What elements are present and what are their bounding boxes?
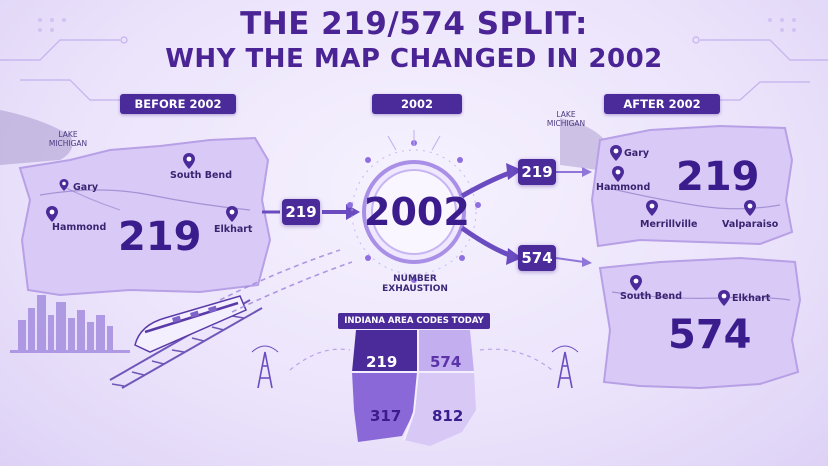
city-skyline-icon	[10, 295, 130, 353]
city-gary-after: Gary	[624, 148, 650, 159]
code-574-after: 574	[668, 312, 752, 358]
city-merrillville-after: Merrillville	[640, 219, 698, 230]
train-icon	[109, 295, 263, 389]
map-pin-icon	[744, 200, 756, 220]
map-pin-icon	[718, 290, 730, 310]
lake-michigan-right	[560, 118, 608, 170]
radio-tower-icon	[251, 345, 579, 389]
center-ring	[347, 130, 481, 283]
map-pin-icon	[612, 166, 624, 186]
map-pin-icon	[646, 200, 658, 220]
header-middle: 2002	[372, 94, 462, 114]
tag-219-input: 219	[282, 199, 320, 225]
city-south-bend-before: South Bend	[170, 170, 232, 181]
city-hammond-after: Hammond	[596, 182, 651, 193]
center-year: 2002	[364, 190, 470, 234]
code-219-after: 219	[676, 154, 760, 200]
title-line-2: WHY THE MAP CHANGED IN 2002	[165, 44, 663, 74]
indiana-header: INDIANA AREA CODES TODAY	[338, 313, 490, 329]
city-gary-before: Gary	[73, 182, 99, 193]
indiana-code-317: 317	[370, 407, 402, 425]
map-pin-icon	[630, 275, 642, 295]
lake-label-right: LAKE MICHIGAN	[546, 110, 586, 128]
map-pin-icon	[58, 176, 70, 195]
lake-label-left: LAKE MICHIGAN	[48, 130, 88, 148]
header-after: AFTER 2002	[604, 94, 720, 114]
after-bottom-map-region	[598, 256, 802, 390]
after-top-map-region	[590, 124, 794, 248]
city-hammond-before: Hammond	[52, 222, 107, 233]
code-219-before: 219	[118, 214, 202, 260]
tag-574-output: 574	[518, 245, 556, 271]
city-elkhart-before: Elkhart	[214, 224, 253, 235]
before-map-region	[18, 136, 272, 297]
map-pin-icon	[183, 153, 195, 173]
tag-219-output: 219	[518, 159, 556, 185]
center-caption: NUMBER EXHAUSTION	[382, 274, 448, 294]
indiana-state-map	[352, 330, 476, 446]
map-pin-icon	[46, 206, 58, 226]
lake-michigan-left	[0, 110, 73, 165]
indiana-code-574: 574	[430, 353, 462, 371]
map-pin-icon	[610, 145, 622, 165]
city-elkhart-after: Elkhart	[732, 293, 771, 304]
city-south-bend-after: South Bend	[620, 291, 682, 302]
city-valparaiso-after: Valparaiso	[722, 219, 779, 230]
indiana-code-219: 219	[366, 353, 398, 371]
title-line-1: THE 219/574 SPLIT:	[240, 6, 588, 42]
indiana-code-812: 812	[432, 407, 464, 425]
header-before: BEFORE 2002	[120, 94, 236, 114]
map-pin-icon	[226, 206, 238, 226]
